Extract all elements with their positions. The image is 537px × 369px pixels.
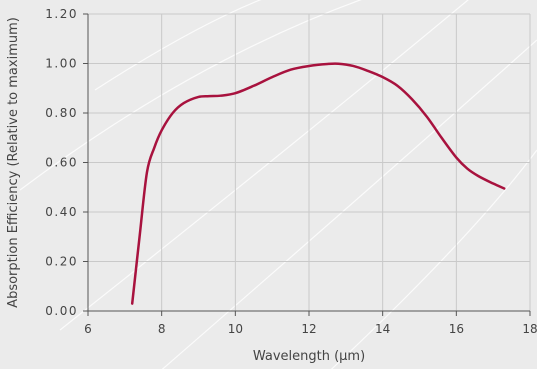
x-tick-label: 12: [301, 322, 316, 336]
decorative-curve: [330, 149, 537, 369]
gridlines: [88, 13, 531, 311]
x-tick-label: 18: [522, 322, 537, 336]
x-tick-label: 10: [228, 322, 243, 336]
background-decorative-curves: [19, 0, 537, 369]
y-axis-title: Absorption Efficiency (Relative to maxim…: [6, 17, 21, 308]
x-axis-title: Wavelength (µm): [253, 349, 365, 364]
y-axis-ticks: 0.00 0.20 0.40 0.60 0.80 1.00 1.20: [45, 7, 88, 318]
y-tick-label: 0.40: [45, 205, 78, 219]
x-axis-ticks: 6 8 10 12 14 16 18: [84, 311, 537, 336]
series-line-absorption-efficiency: [130, 62, 506, 305]
y-tick-label: 1.00: [45, 57, 78, 71]
x-tick-label: 6: [84, 322, 92, 336]
y-tick-label: 0.20: [45, 255, 78, 269]
y-tick-label: 1.20: [45, 7, 78, 21]
x-tick-label: 14: [375, 322, 390, 336]
decorative-curve: [19, 0, 362, 191]
x-tick-label: 8: [158, 322, 166, 336]
y-tick-label: 0.80: [45, 106, 78, 120]
y-tick-label: 0.00: [45, 304, 78, 318]
decorative-curve: [161, 39, 537, 369]
decorative-curve: [94, 0, 262, 91]
y-tick-label: 0.60: [45, 156, 78, 170]
decorative-curve: [59, 0, 469, 331]
x-tick-label: 16: [449, 322, 464, 336]
